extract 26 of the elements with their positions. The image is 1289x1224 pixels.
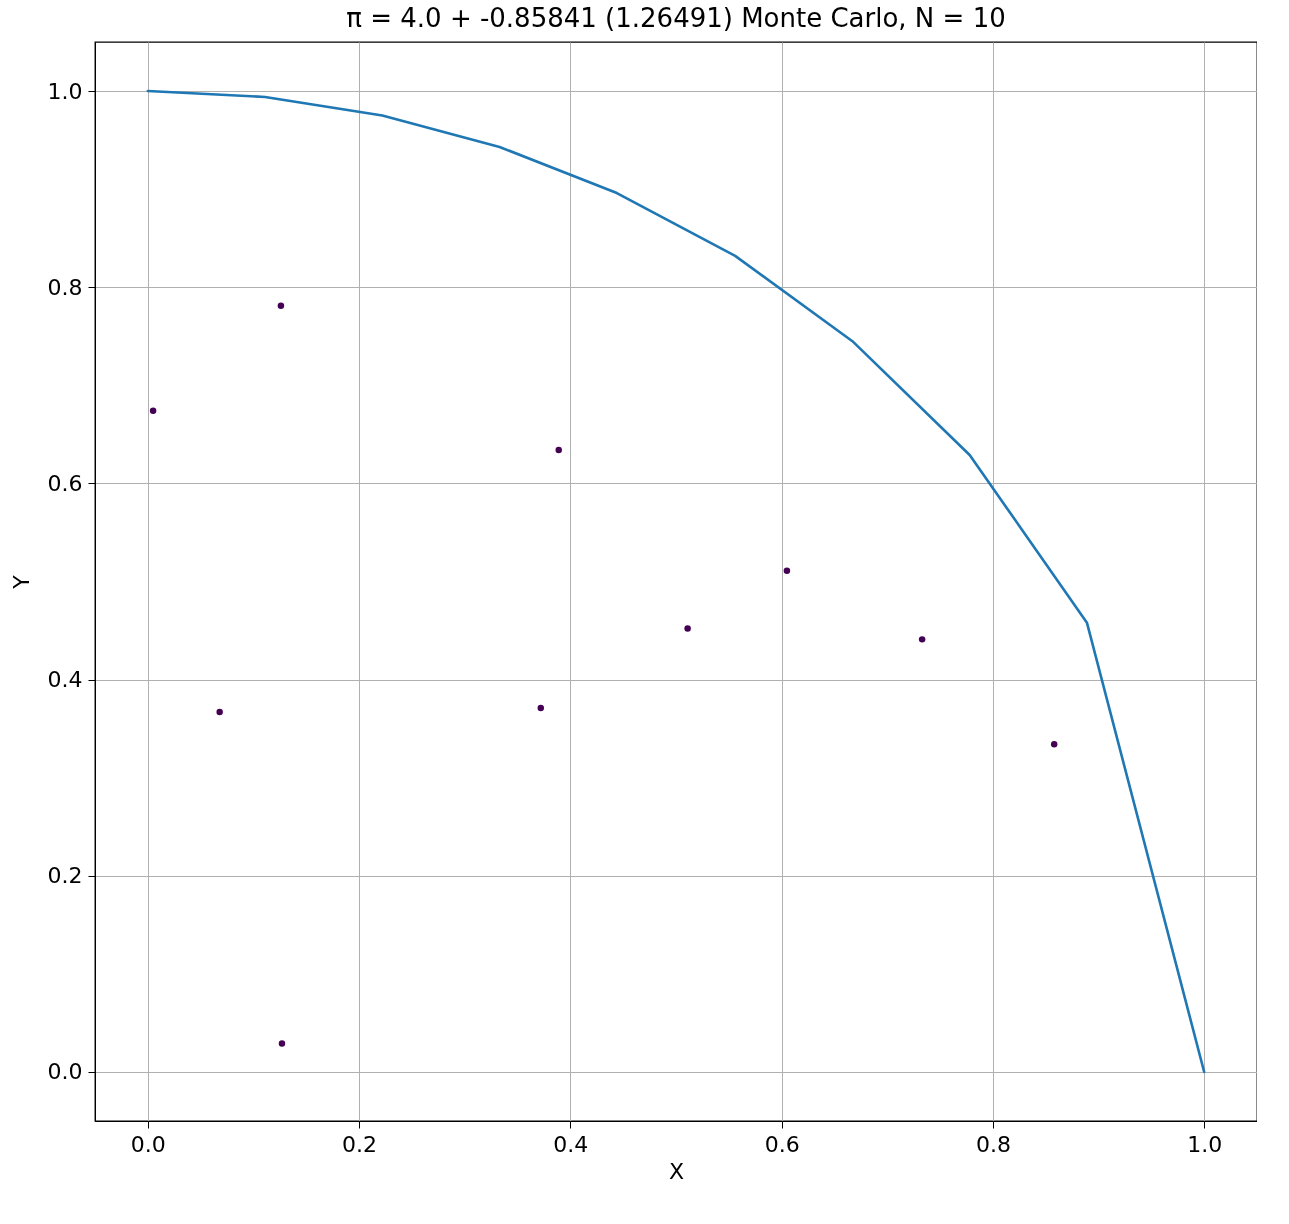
chart-title: π = 4.0 + -0.85841 (1.26491) Monte Carlo, N = 10 [346,3,1006,33]
x-tick-label: 0.6 [764,1131,800,1157]
y-tick-label: 1.0 [47,78,83,104]
y-tick-label: 0.8 [47,274,83,300]
point [537,704,545,712]
x-axis-title: X [668,1158,685,1184]
point [918,636,926,643]
line-series [146,89,1206,1074]
y-tick-label: 0.6 [47,470,83,496]
x-tick-label: 0.4 [553,1131,589,1157]
point [555,446,562,454]
point [149,407,157,415]
x-tick-label: 0.2 [342,1131,378,1157]
point [278,1040,286,1047]
point [277,302,285,310]
point [216,708,223,716]
point [783,567,791,574]
x-tick-label: 0.8 [975,1131,1011,1157]
point [684,625,691,632]
y-tick-label: 0.4 [47,667,83,693]
y-tick-label: 0.0 [47,1059,83,1085]
x-tick-label: 0.0 [130,1131,166,1157]
point [1050,741,1058,748]
x-tick-label: 1.0 [1187,1131,1223,1157]
y-tick-label: 0.2 [47,863,83,889]
y-axis-title: Y [8,574,34,590]
